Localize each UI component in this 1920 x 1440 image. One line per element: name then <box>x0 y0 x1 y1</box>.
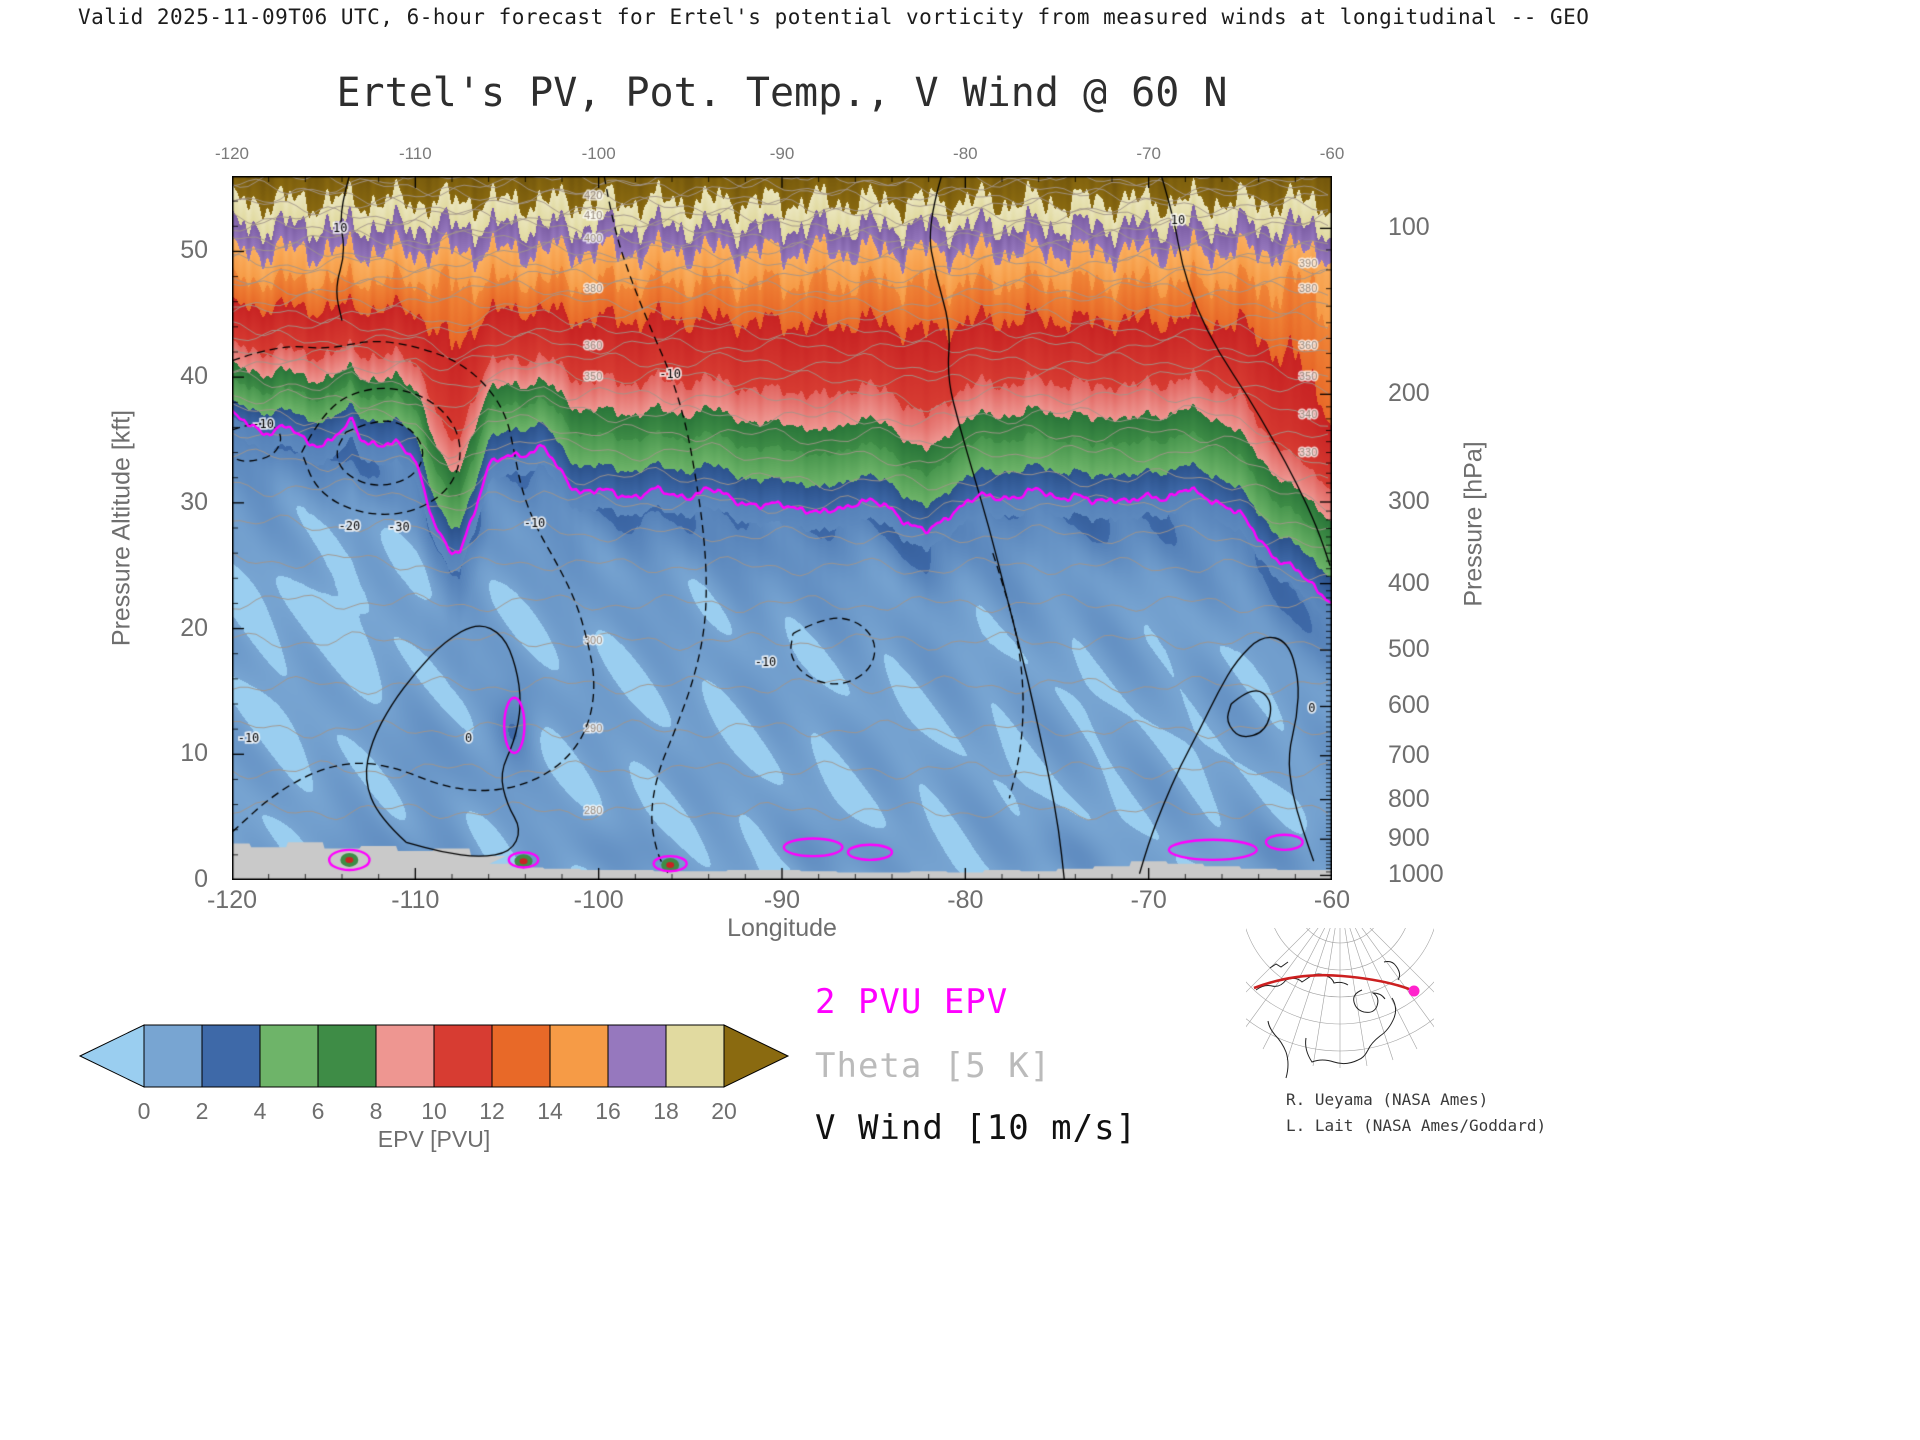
legend-2pvu-epv: 2 PVU EPV <box>815 982 1009 1022</box>
y-right-tick-label: 900 <box>1388 824 1430 853</box>
x-tick-label-top: -70 <box>1136 144 1161 163</box>
colorbar-tick-label: 16 <box>595 1098 621 1124</box>
credit-line-1: R. Ueyama (NASA Ames) <box>1286 1090 1489 1109</box>
y-left-tick-label: 10 <box>180 739 208 768</box>
colorbar-tick-label: 6 <box>311 1098 325 1124</box>
y-left-tick-label: 0 <box>194 865 208 893</box>
y-right-tick-label: 700 <box>1388 740 1430 769</box>
colorbar-tick-label: 18 <box>653 1098 679 1124</box>
colorbar-segment <box>665 1024 725 1088</box>
y-left-tick-label: 20 <box>180 613 208 642</box>
x-tick-label-top: -60 <box>1319 144 1345 163</box>
colorbar-segment <box>375 1024 435 1088</box>
legend-theta: Theta [5 K] <box>815 1046 1052 1086</box>
coastline <box>1255 961 1401 1079</box>
colorbar-segment <box>549 1024 609 1088</box>
colorbar-tick-label: 20 <box>711 1098 737 1124</box>
x-tick-label-top: -80 <box>953 144 978 163</box>
legend-v-wind: V Wind [10 m/s] <box>815 1108 1138 1148</box>
x-tick-label-top: -110 <box>398 144 432 163</box>
colorbar-tick-label: 12 <box>479 1098 505 1124</box>
x-tick-label: -80 <box>947 886 984 914</box>
x-tick-label: -110 <box>391 886 440 914</box>
colorbar-over-arrow <box>723 1024 790 1088</box>
colorbar-tick-label: 8 <box>369 1098 383 1124</box>
y-left-tick-label: 30 <box>180 487 208 516</box>
x-tick-label-top: -120 <box>214 144 250 163</box>
latitude-60-highlight <box>1253 973 1415 993</box>
colorbar-segment <box>491 1024 551 1088</box>
validity-header: Valid 2025-11-09T06 UTC, 6-hour forecast… <box>78 5 1590 29</box>
colorbar-segment <box>433 1024 493 1088</box>
colorbar-label: EPV [PVU] <box>377 1126 491 1152</box>
x-tick-label: -60 <box>1313 886 1351 914</box>
y-right-tick-label: 300 <box>1388 486 1430 515</box>
y-right-tick-label: 100 <box>1388 213 1430 242</box>
colorbar-under-arrow <box>78 1024 145 1088</box>
x-tick-label-top: -100 <box>581 144 616 163</box>
x-tick-label: -70 <box>1130 886 1167 914</box>
colorbar-tick-label: 0 <box>137 1098 151 1124</box>
colorbar-tick-label: 10 <box>421 1098 447 1124</box>
colorbar-segment <box>317 1024 377 1088</box>
x-tick-label-top: -90 <box>769 144 795 163</box>
plot-title: Ertel's PV, Pot. Temp., V Wind @ 60 N <box>336 70 1228 116</box>
credit-line-2: L. Lait (NASA Ames/Goddard) <box>1286 1116 1547 1135</box>
x-tick-label: -120 <box>206 886 258 914</box>
colorbar-segment <box>143 1024 203 1088</box>
y-right-tick-label: 500 <box>1388 635 1430 664</box>
y-left-tick-label: 40 <box>180 362 208 391</box>
y-left-axis-title: Pressure Altitude [kft] <box>107 409 136 647</box>
location-dot <box>1408 985 1420 997</box>
colorbar-tick-label: 14 <box>537 1098 563 1124</box>
colorbar-tick-label: 4 <box>253 1098 267 1124</box>
colorbar-tick-label: 2 <box>195 1098 209 1124</box>
y-right-axis-title: Pressure [hPa] <box>1459 441 1488 607</box>
colorbar <box>78 1022 790 1096</box>
y-right-tick-label: 800 <box>1388 784 1430 813</box>
y-left-tick-label: 50 <box>180 236 208 265</box>
y-right-tick-label: 200 <box>1388 379 1430 408</box>
colorbar-segment <box>259 1024 319 1088</box>
y-right-tick-label: 1000 <box>1388 860 1444 889</box>
colorbar-segment <box>201 1024 261 1088</box>
x-tick-label: -90 <box>763 886 801 914</box>
y-right-tick-label: 400 <box>1388 568 1430 597</box>
colorbar-segment <box>607 1024 667 1088</box>
epv-cross-section-canvas <box>232 176 1332 880</box>
x-tick-label: -100 <box>573 886 624 914</box>
graticule <box>1246 928 1434 1068</box>
y-right-tick-label: 600 <box>1388 691 1430 720</box>
x-axis-title: Longitude <box>727 914 837 942</box>
colorbar-bar <box>78 1024 790 1088</box>
map-inset <box>1246 928 1434 1079</box>
